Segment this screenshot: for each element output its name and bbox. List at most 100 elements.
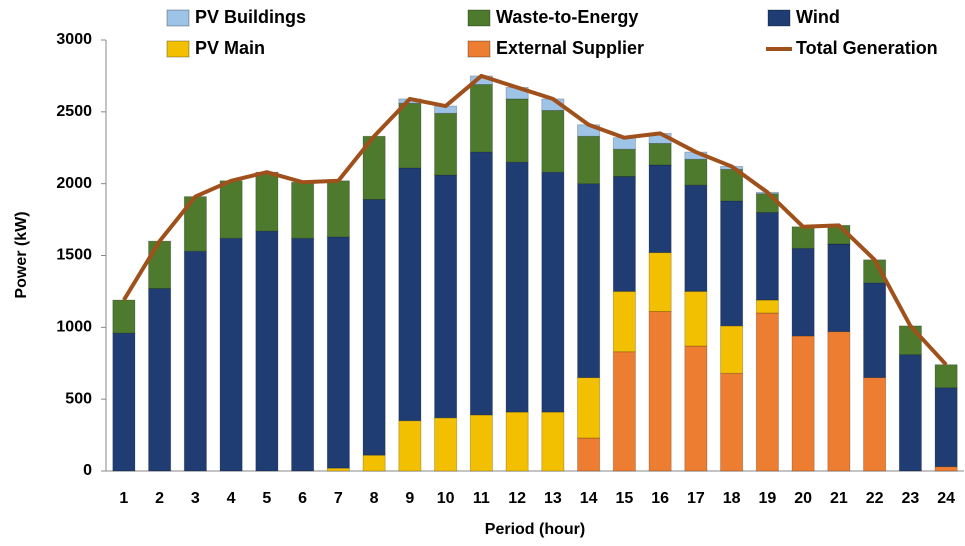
x-tick-label: 17 — [687, 490, 705, 507]
bar-segment — [577, 183, 601, 379]
bar-segment — [434, 417, 458, 472]
bar-segment — [398, 102, 422, 169]
bar-segment — [326, 180, 350, 238]
bar-segment — [648, 311, 672, 472]
x-tick-label: 2 — [155, 490, 164, 507]
y-tick-label: 2500 — [56, 103, 92, 120]
bar-segment — [219, 237, 243, 472]
bar-segment — [684, 291, 708, 347]
legend-label: Total Generation — [796, 38, 938, 58]
bar-segment — [326, 467, 350, 472]
x-tick-label: 6 — [298, 490, 307, 507]
bar-segment — [755, 312, 779, 472]
bar-segment — [505, 161, 529, 413]
y-axis-label: Power (kW) — [13, 211, 30, 298]
y-tick-label: 3000 — [56, 31, 92, 48]
bar-segment — [720, 372, 744, 472]
bar-segment — [648, 143, 672, 166]
x-tick-label: 3 — [191, 490, 200, 507]
total-line — [122, 73, 948, 367]
bar-segment — [505, 411, 529, 472]
bar-segment — [291, 237, 315, 472]
bar-segment — [648, 252, 672, 312]
x-tick-label: 8 — [370, 490, 379, 507]
bar-segment — [863, 282, 887, 379]
bar-segment — [541, 171, 565, 413]
bar-segment — [791, 226, 815, 249]
legend-swatch — [767, 9, 791, 27]
y-tick-label: 1500 — [56, 247, 92, 264]
x-tick-label: 11 — [473, 490, 490, 507]
y-tick-label: 500 — [65, 390, 92, 407]
bar-segment — [791, 335, 815, 472]
bar-segment — [720, 200, 744, 327]
bar-segment — [684, 158, 708, 186]
x-tick-label: 9 — [405, 490, 414, 507]
bar-segment — [863, 377, 887, 472]
bar-segment — [577, 377, 601, 439]
bar-segment — [469, 84, 493, 153]
x-tick-label: 14 — [580, 490, 598, 507]
bar-segment — [612, 291, 636, 353]
x-tick-label: 19 — [758, 490, 776, 507]
bar-segment — [577, 437, 601, 472]
legend-label: Waste-to-Energy — [496, 7, 638, 27]
bar-segment — [469, 414, 493, 472]
x-tick-label: 1 — [119, 490, 128, 507]
bar-segment — [219, 180, 243, 239]
bar-segment — [362, 454, 386, 472]
bar-segment — [505, 98, 529, 163]
bar-segment — [541, 411, 565, 472]
legend-swatch — [166, 40, 190, 58]
legend-swatch — [166, 9, 190, 27]
bar-segment — [148, 240, 172, 289]
bar-segment — [469, 151, 493, 416]
bar-segment — [398, 420, 422, 472]
bar-segment — [326, 236, 350, 469]
bar-segment — [934, 387, 958, 468]
bar-segment — [755, 193, 779, 213]
bar-segment — [684, 184, 708, 292]
bar-segment — [183, 250, 207, 472]
x-tick-label: 7 — [334, 490, 343, 507]
y-tick-label: 1000 — [56, 319, 92, 336]
x-axis-label: Period (hour) — [485, 521, 585, 538]
bar-segment — [434, 112, 458, 176]
x-tick-label: 21 — [830, 490, 848, 507]
x-tick-label: 24 — [937, 490, 955, 507]
bar-segment — [112, 299, 136, 334]
bar-segment — [255, 230, 279, 472]
x-tick-label: 18 — [723, 490, 741, 507]
x-tick-label: 4 — [227, 490, 236, 507]
bar-segment — [898, 325, 922, 356]
bar-segment — [577, 135, 601, 185]
legend-label: Wind — [796, 7, 840, 27]
bar-segment — [791, 247, 815, 337]
y-tick-label: 2000 — [56, 175, 92, 192]
bar-segment — [398, 167, 422, 422]
x-tick-label: 16 — [651, 490, 669, 507]
bar-segment — [755, 299, 779, 314]
x-tick-label: 23 — [901, 490, 919, 507]
bar-segment — [148, 288, 172, 472]
bar-segment — [612, 176, 636, 292]
bar-segment — [898, 354, 922, 472]
bar-segment — [362, 199, 386, 456]
bar-segment — [684, 345, 708, 472]
bar-segment — [648, 164, 672, 254]
bar-segment — [112, 332, 136, 472]
x-tick-label: 13 — [544, 490, 562, 507]
legend-label: External Supplier — [496, 38, 644, 58]
bar-segment — [612, 148, 636, 177]
legend-swatch — [467, 9, 491, 27]
bar-segment — [755, 211, 779, 301]
y-tick-label: 0 — [83, 462, 92, 479]
legend-swatch — [467, 40, 491, 58]
bar-segment — [291, 181, 315, 239]
bar-segment — [934, 364, 958, 389]
bar-segment — [255, 171, 279, 232]
bar-segment — [720, 325, 744, 374]
x-tick-label: 10 — [437, 490, 455, 507]
bar-segment — [827, 243, 851, 333]
